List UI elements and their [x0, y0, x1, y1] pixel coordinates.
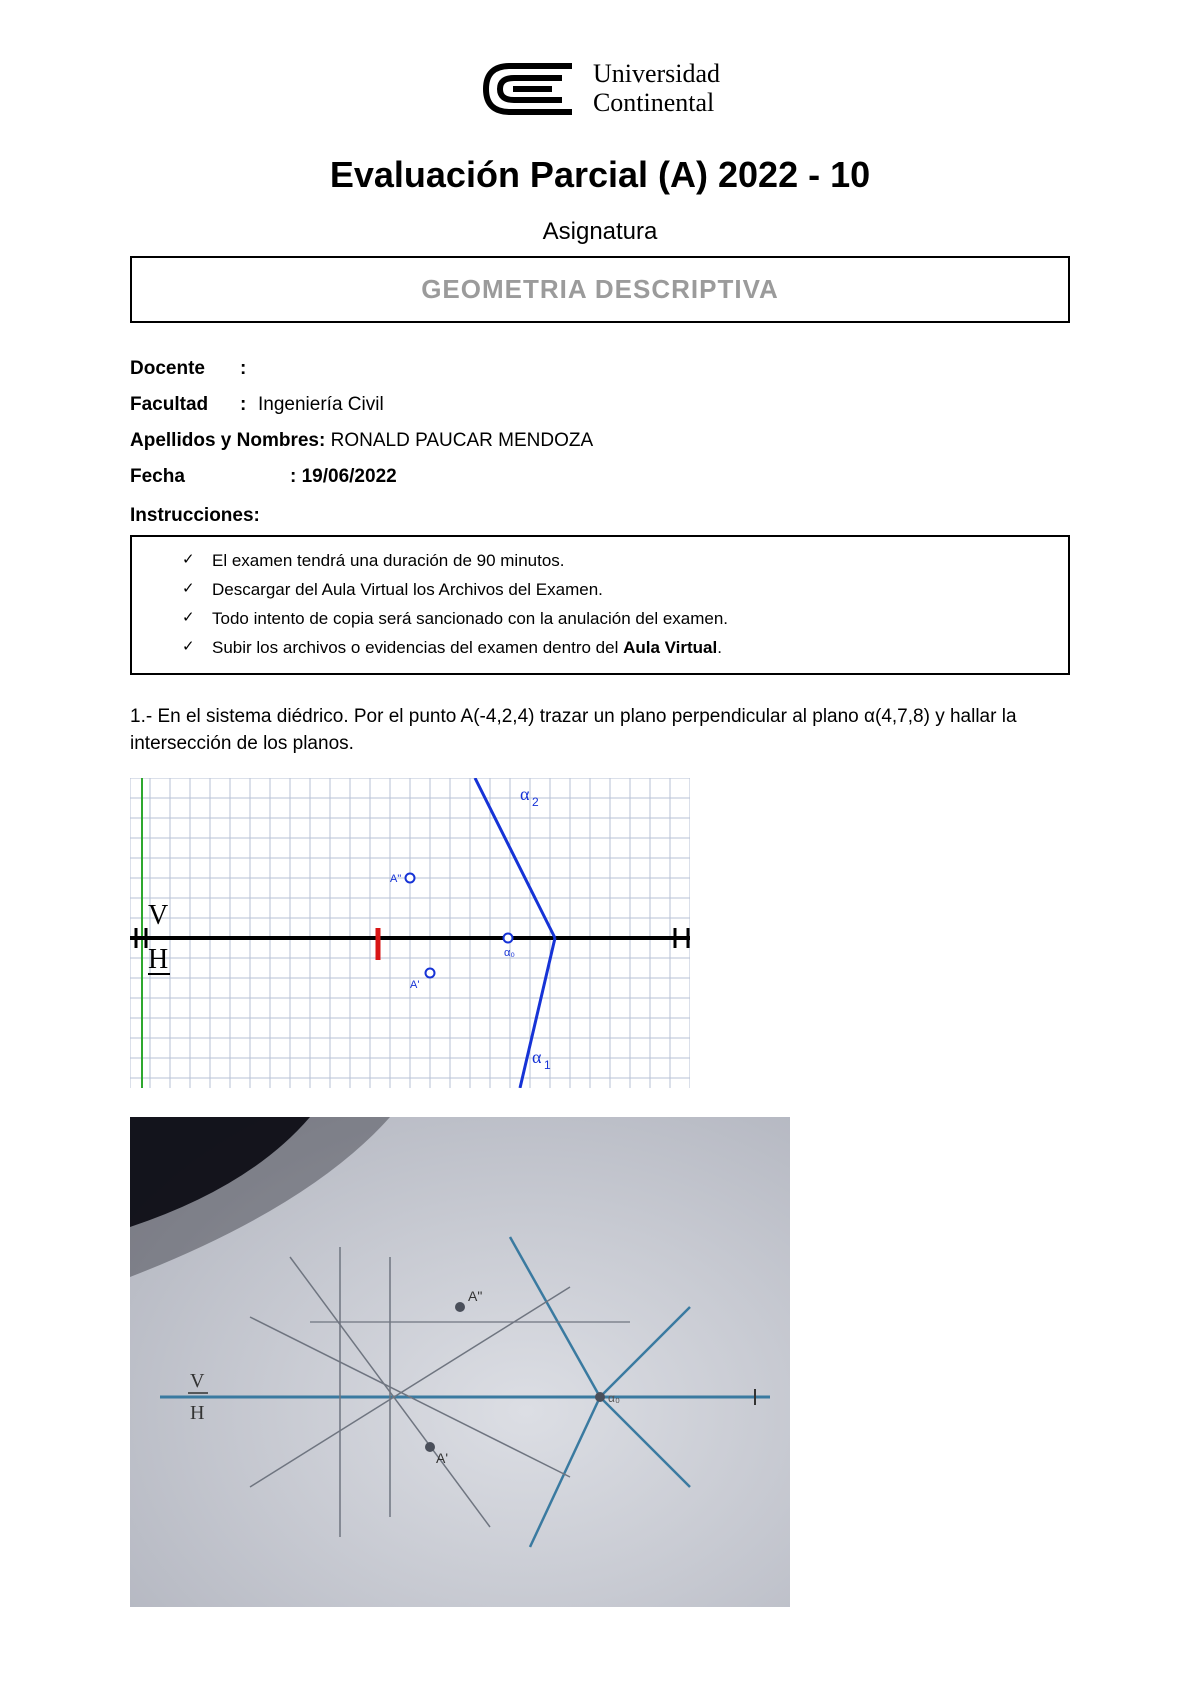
logo-text: Universidad Continental: [593, 60, 720, 117]
svg-text:α₀: α₀: [608, 1391, 620, 1405]
svg-text:H: H: [190, 1402, 204, 1424]
svg-text:A': A': [436, 1450, 448, 1466]
svg-text:α: α: [520, 784, 530, 804]
svg-text:A": A": [390, 873, 401, 885]
svg-text:V: V: [148, 900, 168, 931]
instruccion-item: Descargar del Aula Virtual los Archivos …: [182, 576, 1040, 605]
svg-text:α₀: α₀: [504, 947, 515, 959]
logo-line2: Continental: [593, 89, 720, 118]
svg-text:H: H: [148, 944, 168, 975]
svg-text:α: α: [532, 1047, 542, 1067]
svg-text:1: 1: [544, 1058, 551, 1072]
photo-solution: VH A" A' α₀: [130, 1117, 1070, 1607]
page-title: Evaluación Parcial (A) 2022 - 10: [130, 154, 1070, 196]
diagram-diedrico: VHα2α1A"A'α₀: [130, 778, 1070, 1093]
question-1: 1.- En el sistema diédrico. Por el punto…: [130, 703, 1070, 758]
asignatura-label: Asignatura: [130, 218, 1070, 246]
info-nombres: Apellidos y Nombres: RONALD PAUCAR MENDO…: [130, 423, 1070, 459]
subject-box: GEOMETRIA DESCRIPTIVA: [130, 256, 1070, 323]
svg-text:A": A": [468, 1288, 482, 1304]
svg-text:2: 2: [532, 795, 539, 809]
logo-icon: [480, 60, 575, 118]
info-facultad: Facultad : Ingeniería Civil: [130, 387, 1070, 423]
instrucciones-box: El examen tendrá una duración de 90 minu…: [130, 535, 1070, 675]
instruccion-item: Todo intento de copia será sancionado co…: [182, 605, 1040, 634]
info-block: Docente : Facultad : Ingeniería Civil Ap…: [130, 351, 1070, 495]
instruccion-item: El examen tendrá una duración de 90 minu…: [182, 547, 1040, 576]
svg-text:A': A': [410, 979, 419, 991]
logo-line1: Universidad: [593, 60, 720, 89]
instruccion-item: Subir los archivos o evidencias del exam…: [182, 634, 1040, 663]
svg-text:V: V: [190, 1370, 205, 1392]
university-logo: Universidad Continental: [130, 60, 1070, 118]
info-docente: Docente :: [130, 351, 1070, 387]
info-fecha: Fecha : 19/06/2022: [130, 459, 1070, 495]
instrucciones-label: Instrucciones:: [130, 505, 1070, 527]
